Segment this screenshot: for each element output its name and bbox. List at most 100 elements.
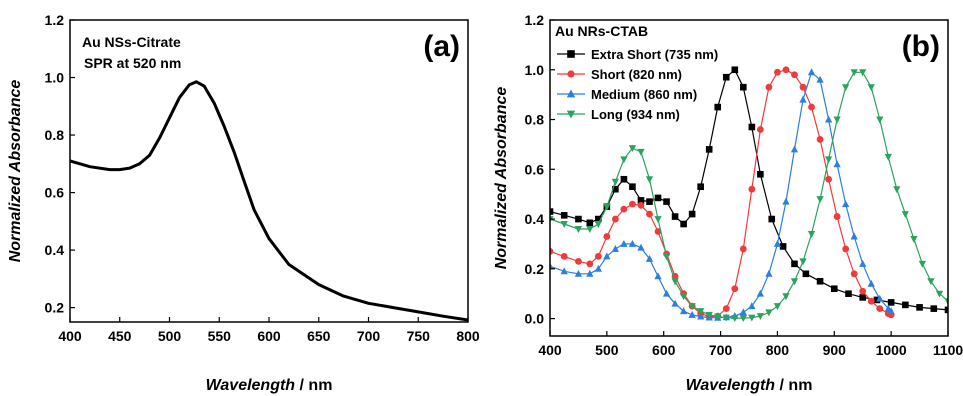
data-point bbox=[705, 146, 713, 153]
data-point bbox=[824, 156, 833, 164]
data-point bbox=[550, 248, 554, 255]
x-tick-label: 750 bbox=[407, 328, 431, 344]
data-point bbox=[748, 123, 756, 131]
x-tick-label: 500 bbox=[595, 342, 619, 358]
data-point bbox=[901, 211, 909, 219]
data-point bbox=[825, 175, 832, 183]
x-tick-label: 1000 bbox=[876, 342, 907, 358]
data-point bbox=[654, 272, 662, 280]
y-tick-label: 0.6 bbox=[45, 185, 65, 201]
data-point bbox=[916, 304, 923, 311]
legend-marker bbox=[566, 89, 576, 98]
series-0 bbox=[70, 80, 468, 322]
data-point bbox=[586, 219, 594, 227]
data-point bbox=[662, 289, 671, 297]
y-tick-label: 0.4 bbox=[45, 242, 65, 258]
x-tick-label: 700 bbox=[709, 342, 733, 358]
y-tick-label: 0.2 bbox=[525, 261, 545, 277]
data-point bbox=[842, 200, 850, 208]
data-point bbox=[867, 279, 875, 287]
x-tick-label: 400 bbox=[538, 342, 562, 358]
data-point bbox=[927, 278, 935, 286]
data-point bbox=[799, 95, 807, 103]
data-point bbox=[628, 145, 637, 153]
x-tick-label: 450 bbox=[108, 328, 132, 344]
data-point bbox=[575, 215, 582, 223]
x-axis-label: Wavelength bbox=[686, 377, 776, 394]
data-point bbox=[671, 299, 679, 307]
data-point bbox=[807, 231, 816, 238]
data-point bbox=[842, 84, 850, 92]
data-point bbox=[748, 302, 756, 310]
data-point bbox=[902, 301, 909, 309]
data-point bbox=[850, 270, 858, 278]
data-point bbox=[671, 278, 679, 286]
data-point bbox=[867, 297, 875, 305]
data-point bbox=[893, 186, 901, 194]
data-point bbox=[833, 160, 841, 168]
data-point bbox=[816, 136, 824, 143]
legend-label: Medium (860 nm) bbox=[591, 87, 697, 102]
data-point bbox=[697, 308, 705, 316]
data-point bbox=[799, 83, 807, 91]
data-point bbox=[575, 257, 582, 265]
data-point bbox=[629, 183, 636, 191]
data-point bbox=[654, 228, 662, 235]
data-point bbox=[774, 68, 781, 76]
x-axis-unit: / nm bbox=[775, 377, 812, 394]
data-point bbox=[620, 239, 628, 247]
series-2 bbox=[550, 68, 895, 321]
data-point bbox=[824, 115, 833, 123]
annotation-sample: Au NSs-Citrate bbox=[82, 34, 181, 50]
data-point bbox=[816, 75, 824, 83]
data-point bbox=[679, 293, 688, 301]
x-tick-label: 1100 bbox=[933, 342, 963, 358]
data-point bbox=[765, 83, 773, 91]
legend-label: Short (820 nm) bbox=[591, 67, 682, 82]
data-point bbox=[662, 253, 671, 261]
data-point bbox=[574, 226, 583, 233]
data-point bbox=[739, 315, 747, 323]
data-point bbox=[782, 197, 790, 205]
data-point bbox=[574, 269, 583, 277]
plot-frame bbox=[549, 19, 949, 337]
x-tick-label: 900 bbox=[823, 342, 847, 358]
series-line bbox=[550, 71, 892, 319]
data-point bbox=[790, 145, 799, 153]
data-point bbox=[705, 311, 713, 319]
data-point bbox=[646, 198, 653, 205]
data-point bbox=[807, 68, 816, 76]
data-point bbox=[560, 212, 568, 219]
data-point bbox=[791, 71, 798, 79]
data-point bbox=[816, 196, 824, 204]
data-point bbox=[850, 232, 858, 240]
y-tick-label: 0.6 bbox=[525, 161, 545, 177]
y-tick-label: 1.0 bbox=[45, 70, 65, 86]
data-point bbox=[714, 313, 722, 321]
data-point bbox=[594, 221, 602, 228]
x-tick-label: 600 bbox=[652, 342, 676, 358]
data-point bbox=[611, 215, 619, 223]
data-point bbox=[620, 175, 628, 183]
data-point bbox=[768, 215, 776, 223]
data-point bbox=[560, 267, 568, 275]
data-point bbox=[654, 216, 662, 224]
plot-area bbox=[70, 80, 468, 322]
data-point bbox=[773, 303, 782, 311]
y-tick-label: 0.4 bbox=[525, 211, 545, 227]
data-point bbox=[611, 178, 620, 186]
data-point bbox=[629, 200, 636, 208]
series-3 bbox=[550, 69, 948, 323]
legend-label: Long (934 nm) bbox=[591, 107, 680, 122]
data-point bbox=[930, 305, 938, 312]
data-point bbox=[688, 210, 696, 218]
data-point bbox=[679, 307, 688, 315]
data-point bbox=[611, 244, 620, 252]
data-point bbox=[731, 315, 739, 323]
data-point bbox=[756, 313, 765, 321]
data-point bbox=[765, 269, 773, 277]
series-line bbox=[550, 69, 892, 318]
y-axis-title: Normalized Absorbance bbox=[7, 80, 24, 263]
series-line bbox=[550, 71, 948, 319]
